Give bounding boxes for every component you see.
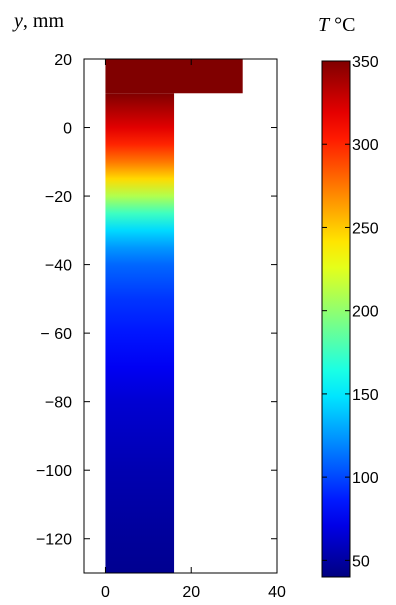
x-tick-label: 40: [268, 584, 286, 601]
colorbar-gradient: [321, 60, 351, 578]
plot-area: 20 0 −20 −40 − 60 −80 −100 −120 0 20 40: [36, 52, 286, 601]
colorbar-tick-label: 50: [352, 553, 370, 570]
colorbar-tick-label: 250: [352, 220, 379, 237]
colorbar-tick-label: 300: [352, 137, 379, 154]
plot-frame: [83, 58, 278, 574]
y-tick-label: −120: [36, 532, 72, 549]
y-tick-label: −80: [45, 395, 72, 412]
x-tick-label: 20: [182, 584, 200, 601]
y-axis-label-var: y: [14, 10, 23, 32]
colorbar-tick-label: 150: [352, 387, 379, 404]
y-axis-label: y, mm: [14, 10, 64, 33]
x-tick-label: 0: [101, 584, 110, 601]
y-tick-label: − 60: [40, 326, 72, 343]
colorbar-label-unit: °C: [329, 14, 356, 36]
colorbar-label-var: T: [318, 14, 330, 36]
y-tick-label: 0: [63, 121, 72, 138]
y-tick-label: −40: [45, 258, 72, 275]
colorbar-tick-label: 200: [352, 304, 379, 321]
colorbar-label: T °C: [318, 14, 355, 37]
colorbar-tick-label: 100: [352, 470, 379, 487]
y-tick-label: 20: [54, 52, 72, 69]
colorbar-tick-label: 350: [352, 54, 379, 71]
web-region: [105, 93, 175, 574]
y-tick-label: −100: [36, 463, 72, 480]
y-axis-label-unit: , mm: [22, 10, 65, 32]
colorbar: 50 100 150 200 250 300 350: [321, 54, 379, 578]
flange-region: [105, 59, 243, 94]
y-tick-label: −20: [45, 189, 72, 206]
